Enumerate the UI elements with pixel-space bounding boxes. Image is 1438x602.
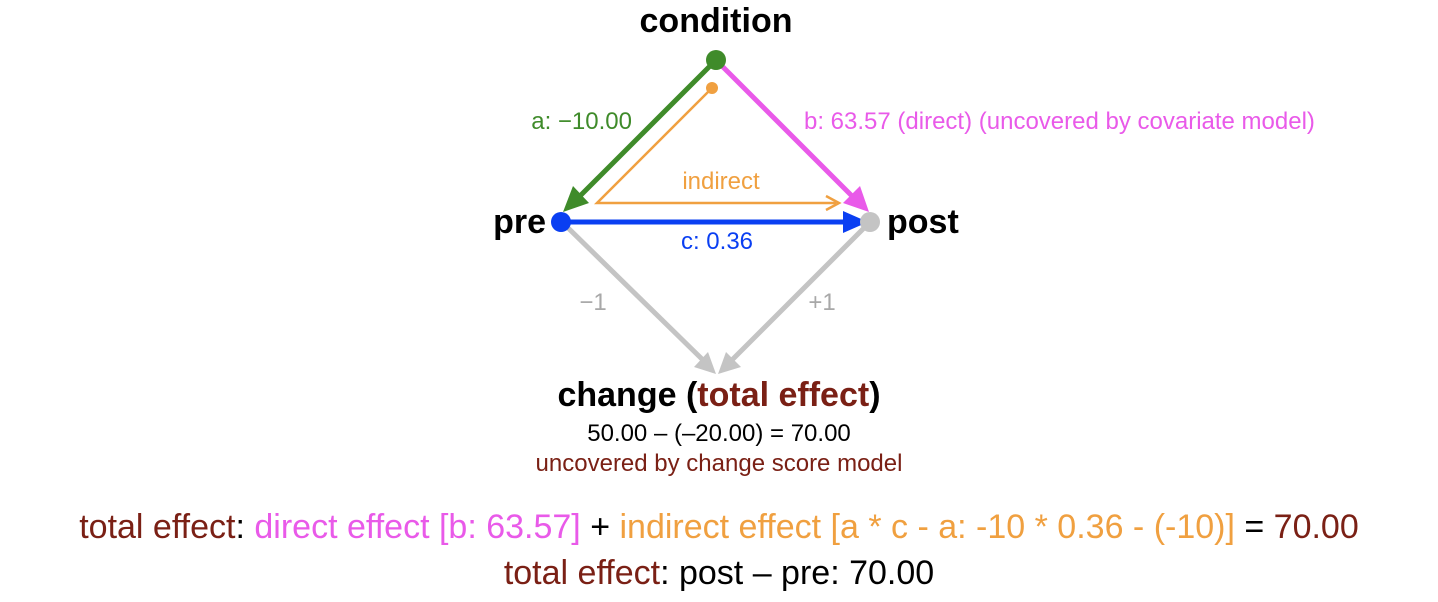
formula1-colon: : [235,508,255,546]
edge-post-change-label: +1 [808,289,835,316]
edge-a-label: a: −10.00 [531,108,632,135]
edge-b-condition-to-post [714,58,854,198]
edge-post-to-change [728,220,872,364]
change-title-prefix: change ( [557,376,698,414]
edge-pre-change-label: −1 [579,289,606,316]
indirect-label: indirect [682,168,760,195]
formula1-indirect: indirect effect [a * c - a: -10 * 0.36 -… [619,508,1235,546]
edge-pre-to-change [560,220,707,364]
formula1-plus: + [580,508,620,546]
formula1-total: total effect [79,508,236,546]
node-pre-label: pre [493,203,546,241]
formula-line-2: total effect: post – pre: 70.00 [0,554,1438,593]
change-note: uncovered by change score model [535,450,903,477]
node-condition-label: condition [640,2,793,40]
edge-post-to-change-arrowhead [718,352,741,374]
edge-b-arrowhead [843,186,869,212]
change-title-highlight: total effect [697,376,870,414]
formula-line-1: total effect: direct effect [b: 63.57] +… [0,508,1438,547]
edge-a-condition-to-pre [578,58,718,198]
formula2-rest: : post – pre: 70.00 [660,554,935,592]
formula2-total: total effect [503,554,661,592]
node-post-dot [860,212,880,232]
indirect-start-dot [706,82,718,94]
change-title-suffix: ) [869,376,881,414]
indirect-arrowhead [825,194,842,212]
edge-a-arrowhead [563,186,589,212]
change-equation: 50.00 – (–20.00) = 70.00 [587,420,851,447]
node-pre-dot [551,212,571,232]
node-post-label: post [887,203,959,241]
node-change-label: change (total effect) [0,376,1438,415]
edge-b-label: b: 63.57 (direct) (uncovered by covariat… [804,108,1315,135]
node-condition-dot [706,50,726,70]
formula1-result: 70.00 [1273,508,1359,546]
edge-c-label: c: 0.36 [681,228,753,255]
formula1-direct: direct effect [b: 63.57] [254,508,581,546]
formula1-equals: = [1234,508,1274,546]
indirect-path [593,87,836,205]
edge-pre-to-change-arrowhead [694,352,716,374]
edge-c-arrowhead [843,211,868,233]
